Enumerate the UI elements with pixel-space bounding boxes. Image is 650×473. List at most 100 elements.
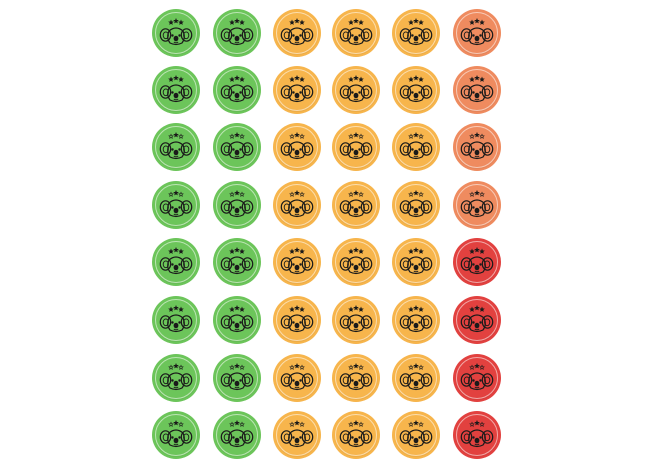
star-icon xyxy=(474,247,480,253)
koala-face-icon xyxy=(339,420,373,448)
koala-face-icon xyxy=(280,247,314,275)
koala-sticker xyxy=(152,354,200,402)
koala-face-icon xyxy=(460,305,494,333)
sticker-inner-ring xyxy=(395,414,437,456)
star-icon xyxy=(408,191,414,197)
star-icon xyxy=(229,364,235,370)
koala-sticker xyxy=(273,66,321,114)
sticker-inner-ring xyxy=(155,69,197,111)
koala-face-icon xyxy=(339,190,373,218)
sticker-inner-ring xyxy=(335,357,377,399)
koala-sticker xyxy=(453,181,501,229)
koala-sticker xyxy=(332,66,380,114)
star-icon xyxy=(239,76,245,82)
star-icon xyxy=(173,75,179,81)
koala-sticker xyxy=(392,411,440,459)
star-icon xyxy=(348,133,354,139)
star-icon xyxy=(178,76,184,82)
koala-face-icon xyxy=(460,363,494,391)
koala-sticker xyxy=(273,296,321,344)
koala-sticker xyxy=(213,123,261,171)
star-icon xyxy=(348,76,354,82)
koala-sticker xyxy=(392,123,440,171)
koala-face-icon xyxy=(460,75,494,103)
koala-sticker xyxy=(332,354,380,402)
star-icon xyxy=(173,420,179,426)
koala-face-icon xyxy=(399,18,433,46)
star-icon xyxy=(418,306,424,312)
koala-face-icon xyxy=(159,190,193,218)
sticker-inner-ring xyxy=(276,12,318,54)
star-icon xyxy=(474,18,480,24)
sticker-inner-ring xyxy=(276,414,318,456)
star-icon xyxy=(168,133,174,139)
koala-sticker xyxy=(392,66,440,114)
star-icon xyxy=(299,76,305,82)
star-icon xyxy=(234,18,240,24)
star-icon xyxy=(408,306,414,312)
star-icon xyxy=(289,306,295,312)
star-icon xyxy=(418,76,424,82)
star-icon xyxy=(353,363,359,369)
star-icon xyxy=(469,306,475,312)
star-icon xyxy=(299,421,305,427)
koala-face-icon xyxy=(220,132,254,160)
sticker-inner-ring xyxy=(456,241,498,283)
star-icon xyxy=(289,248,295,254)
sticker-inner-ring xyxy=(155,414,197,456)
star-icon xyxy=(294,247,300,253)
star-icon xyxy=(178,191,184,197)
star-icon xyxy=(413,190,419,196)
star-icon xyxy=(358,421,364,427)
star-icon xyxy=(469,421,475,427)
koala-face-icon xyxy=(220,190,254,218)
sticker-inner-ring xyxy=(456,357,498,399)
star-icon xyxy=(413,305,419,311)
koala-face-icon xyxy=(339,363,373,391)
sticker-inner-ring xyxy=(395,69,437,111)
koala-face-icon xyxy=(339,18,373,46)
star-icon xyxy=(299,364,305,370)
koala-face-icon xyxy=(280,190,314,218)
sticker-inner-ring xyxy=(216,69,258,111)
koala-face-icon xyxy=(399,420,433,448)
star-icon xyxy=(418,19,424,25)
star-icon xyxy=(348,306,354,312)
sticker-inner-ring xyxy=(216,184,258,226)
star-icon xyxy=(474,190,480,196)
koala-face-icon xyxy=(220,247,254,275)
star-icon xyxy=(418,248,424,254)
star-icon xyxy=(469,191,475,197)
sticker-inner-ring xyxy=(335,241,377,283)
koala-face-icon xyxy=(460,132,494,160)
star-icon xyxy=(294,305,300,311)
star-icon xyxy=(413,75,419,81)
star-icon xyxy=(299,19,305,25)
star-icon xyxy=(178,364,184,370)
koala-face-icon xyxy=(339,75,373,103)
star-icon xyxy=(479,19,485,25)
koala-sticker xyxy=(213,411,261,459)
star-icon xyxy=(289,133,295,139)
star-icon xyxy=(234,190,240,196)
koala-face-icon xyxy=(220,305,254,333)
koala-face-icon xyxy=(280,75,314,103)
sticker-inner-ring xyxy=(155,299,197,341)
sticker-inner-ring xyxy=(456,184,498,226)
star-icon xyxy=(173,363,179,369)
star-icon xyxy=(469,19,475,25)
star-icon xyxy=(178,421,184,427)
star-icon xyxy=(289,364,295,370)
star-icon xyxy=(474,75,480,81)
koala-face-icon xyxy=(159,75,193,103)
koala-sticker xyxy=(273,354,321,402)
star-icon xyxy=(479,421,485,427)
koala-sticker xyxy=(152,296,200,344)
star-icon xyxy=(408,76,414,82)
koala-face-icon xyxy=(460,247,494,275)
sticker-inner-ring xyxy=(395,357,437,399)
koala-face-icon xyxy=(220,18,254,46)
koala-face-icon xyxy=(220,363,254,391)
star-icon xyxy=(178,248,184,254)
